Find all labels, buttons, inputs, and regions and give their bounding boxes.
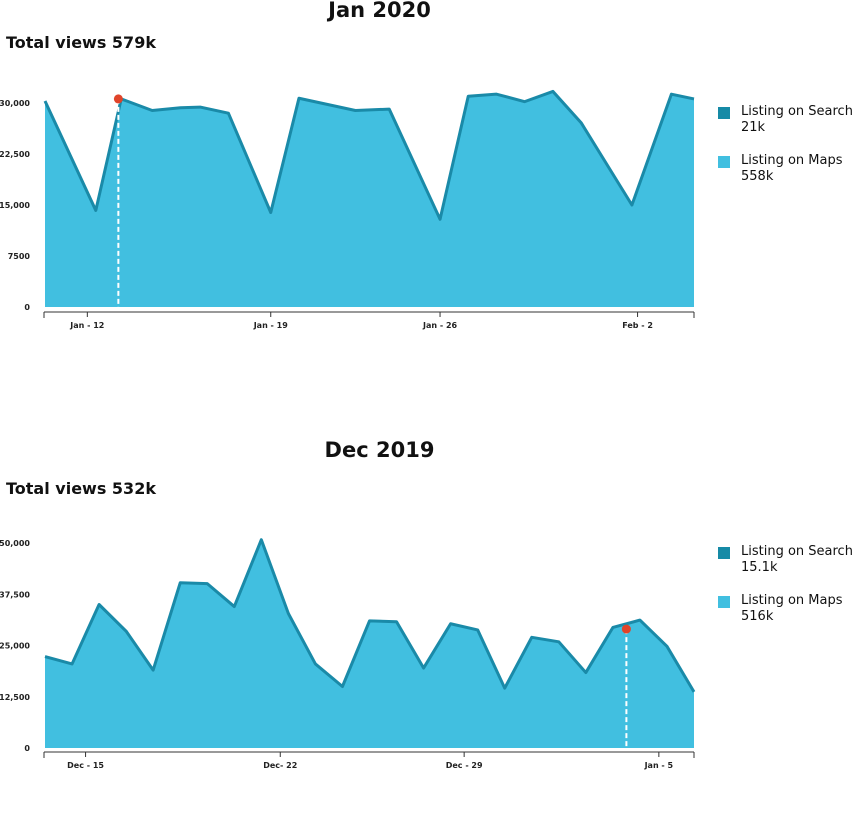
legend-value: 516k: [741, 609, 774, 624]
legend-swatch: [718, 107, 730, 119]
y-tick-label: 12,500: [0, 693, 30, 702]
legend-swatch: [718, 547, 730, 559]
chart-panel-jan-2020: Jan 2020 Total views 579k 0 7500 15,000 22,…: [0, 0, 859, 380]
total-views: Total views 532k: [6, 479, 156, 498]
y-tick-label: 30,000: [0, 99, 30, 108]
x-tick-label: Dec- 22: [263, 761, 297, 770]
legend-item-search: Listing on Search 21k: [718, 104, 859, 136]
legend-swatch: [718, 596, 730, 608]
chart-title: Dec 2019: [324, 438, 435, 462]
legend-value: 558k: [741, 169, 774, 184]
x-tick-label: Jan - 26: [422, 321, 458, 330]
chart-title: Jan 2020: [328, 0, 431, 22]
legend-item-maps: Listing on Maps 558k: [718, 153, 859, 185]
x-tick-label: Dec - 15: [67, 761, 104, 770]
area-chart: 0 12,500 25,000 37,500 50,000 Dec - 15 Dec- 22…: [0, 538, 696, 770]
legend: Listing on Search 21k Listing on Maps 55…: [718, 104, 859, 202]
marker-point: [621, 624, 631, 634]
marker-point: [113, 94, 123, 104]
x-tick-label: Dec - 29: [446, 761, 483, 770]
legend-label: Listing on Maps: [741, 153, 843, 168]
legend-swatch: [718, 156, 730, 168]
legend-label: Listing on Maps: [741, 593, 843, 608]
total-views: Total views 579k: [6, 33, 156, 52]
x-tick-label: Feb - 2: [622, 321, 653, 330]
x-tick-label: Jan - 19: [253, 321, 289, 330]
legend-label: Listing on Search: [741, 544, 853, 559]
y-tick-label: 0: [24, 303, 30, 312]
x-tick-label: Jan - 5: [644, 761, 674, 770]
legend: Listing on Search 15.1k Listing on Maps …: [718, 544, 859, 642]
legend-value: 15.1k: [741, 560, 778, 575]
legend-value: 21k: [741, 120, 766, 135]
y-tick-label: 37,500: [0, 590, 30, 599]
y-tick-label: 15,000: [0, 201, 30, 210]
series-area: [45, 91, 694, 307]
series-line: [44, 538, 696, 693]
area-chart: 0 7500 15,000 22,500 30,000 Jan - 12 Jan - 19 J…: [0, 89, 695, 330]
x-tick-label: Jan - 12: [69, 321, 104, 330]
legend-label: Listing on Search: [741, 104, 853, 119]
y-tick-label: 7500: [8, 252, 31, 261]
y-tick-label: 22,500: [0, 150, 30, 159]
y-tick-label: 50,000: [0, 539, 30, 548]
chart-panel-dec-2019: Dec 2019 Total views 532k 0 12,500 25,000 3…: [0, 438, 859, 820]
legend-item-maps: Listing on Maps 516k: [718, 593, 859, 625]
y-tick-label: 25,000: [0, 642, 30, 651]
series-area: [45, 539, 694, 748]
y-tick-label: 0: [24, 744, 30, 753]
legend-item-search: Listing on Search 15.1k: [718, 544, 859, 576]
series-line: [43, 89, 695, 221]
